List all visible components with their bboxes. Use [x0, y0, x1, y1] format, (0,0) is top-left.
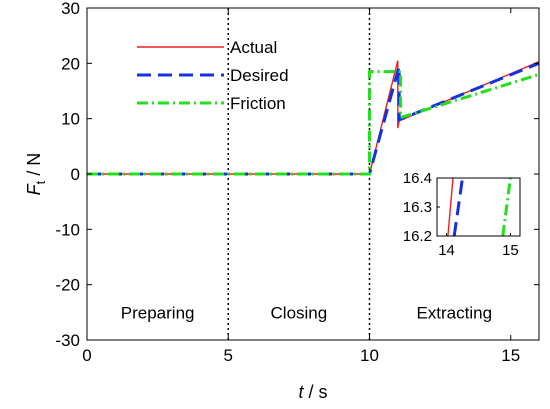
y-tick-label: 0 — [71, 165, 80, 184]
series-layer — [87, 60, 540, 176]
inset-y-tick-label: 16.3 — [403, 199, 432, 216]
phase-label: Closing — [271, 303, 328, 322]
legend-label: Actual — [230, 38, 277, 57]
y-tick-label: 10 — [61, 110, 80, 129]
x-tick-label: 0 — [82, 346, 91, 365]
inset-series-friction — [501, 177, 512, 237]
series-line-friction — [87, 70, 540, 176]
x-tick-label: 5 — [224, 346, 233, 365]
y-tick-label: -10 — [55, 220, 80, 239]
phase-label: Preparing — [121, 303, 195, 322]
x-tick-label: 10 — [360, 346, 379, 365]
inset-series-desired — [452, 177, 464, 237]
phase-labels: Preparing Closing Extracting — [121, 303, 492, 322]
y-tick-label: 20 — [61, 54, 80, 73]
y-tick-label: 30 — [61, 0, 80, 18]
x-axis-label: t / s — [298, 382, 327, 402]
inset-y-tick-label: 16.4 — [403, 170, 432, 187]
inset-x-tick-label: 14 — [438, 242, 455, 259]
y-tick-label: -20 — [55, 276, 80, 295]
series-line-actual — [87, 60, 540, 175]
phase-label: Extracting — [416, 303, 492, 322]
series-line-desired — [87, 61, 540, 176]
legend-label: Friction — [230, 94, 286, 113]
y-tick-label: -30 — [55, 331, 80, 350]
axis-ticks: 0 5 10 15 -30 -20 -10 0 10 20 30 — [55, 0, 539, 365]
legend-label: Desired — [230, 66, 289, 85]
x-tick-label: 15 — [501, 346, 520, 365]
inset: 14 15 16.2 16.3 16.4 — [403, 170, 521, 259]
legend: Actual Desired Friction — [137, 38, 289, 113]
inset-series-actual — [447, 177, 454, 237]
y-axis-label: Ft / N — [24, 153, 48, 196]
inset-x-tick-label: 15 — [502, 242, 519, 259]
inset-y-tick-label: 16.2 — [403, 228, 432, 245]
